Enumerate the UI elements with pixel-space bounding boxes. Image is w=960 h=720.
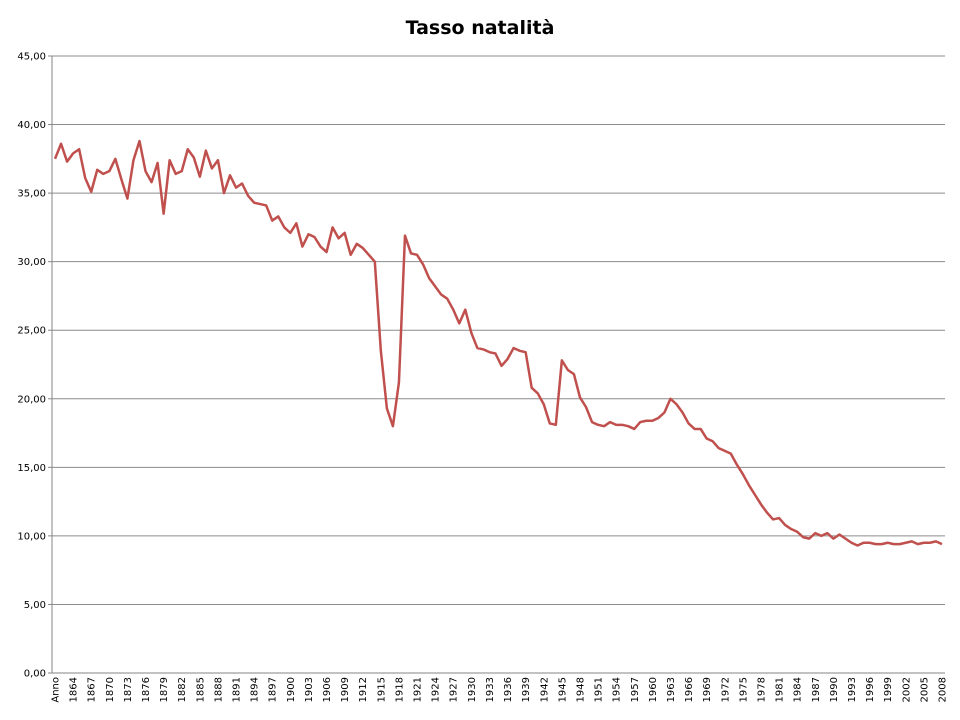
x-tick-label: 1900 [286,677,297,702]
x-tick-label: 1885 [195,677,206,702]
y-tick-label: 45,00 [17,52,46,63]
x-tick-label: 1870 [105,677,116,702]
x-tick-label: 2002 [901,677,912,702]
x-tick-label: 1927 [449,677,460,702]
x-tick-label: 1972 [720,677,731,702]
x-tick-label: 1915 [376,677,387,702]
x-tick-label: 1873 [123,677,134,702]
x-tick-label: 1936 [503,677,514,702]
x-tick-label: Anno [51,677,62,703]
y-tick-label: 35,00 [17,189,46,200]
x-tick-label: 1969 [702,677,713,702]
y-tick-label: 40,00 [17,120,46,131]
x-tick-label: 1924 [431,677,442,702]
y-tick-label: 20,00 [17,394,46,405]
x-tick-label: 1906 [322,677,333,702]
data-line [53,139,943,547]
x-tick-label: 1960 [648,677,659,702]
x-tick-label: 1921 [413,677,424,702]
x-tick-label: 1987 [811,677,822,702]
x-tick-label: 1990 [829,677,840,702]
x-tick-label: 1891 [232,677,243,702]
x-tick-label: 1912 [358,677,369,702]
x-tick-label: 1894 [250,677,261,702]
x-tick-label: 1981 [775,677,786,702]
x-tick-label: 1939 [521,677,532,702]
x-tick-label: 1909 [340,677,351,702]
y-tick-label: 30,00 [17,257,46,268]
y-tick-label: 0,00 [24,669,46,680]
x-tick-label: 1963 [666,677,677,702]
chart-title: Tasso natalità [406,17,555,39]
x-tick-label: 1930 [467,677,478,702]
x-tick-label: 1954 [612,677,623,702]
x-tick-label: 1945 [557,677,568,702]
x-tick-label: 1867 [87,677,98,702]
y-tick-label: 10,00 [17,531,46,542]
x-tick-label: 1864 [69,677,80,702]
x-tick-label: 1978 [756,677,767,702]
x-tick-label: 1975 [738,677,749,702]
x-tick-label: 1996 [865,677,876,702]
x-tick-label: 1888 [213,677,224,702]
x-tick-label: 1942 [539,677,550,702]
x-tick-label: 1903 [304,677,315,702]
x-tick-label: 2005 [919,677,930,702]
x-tick-label: 1957 [630,677,641,702]
x-tick-label: 1993 [847,677,858,702]
x-tick-label: 1897 [268,677,279,702]
x-tick-label: 1966 [684,677,695,702]
y-tick-label: 25,00 [17,326,46,337]
x-tick-label: 1876 [141,677,152,702]
x-tick-label: 1879 [159,677,170,702]
x-tick-label: 1933 [485,677,496,702]
x-tick-label: 1999 [883,677,894,702]
x-tick-label: 1948 [575,677,586,702]
y-tick-label: 15,00 [17,463,46,474]
x-tick-label: 1984 [793,677,804,702]
x-tick-label: 1882 [177,677,188,702]
x-tick-label: 1918 [394,677,405,702]
x-tick-label: 2008 [937,677,948,702]
y-tick-label: 5,00 [24,600,46,611]
x-tick-label: 1951 [594,677,605,702]
